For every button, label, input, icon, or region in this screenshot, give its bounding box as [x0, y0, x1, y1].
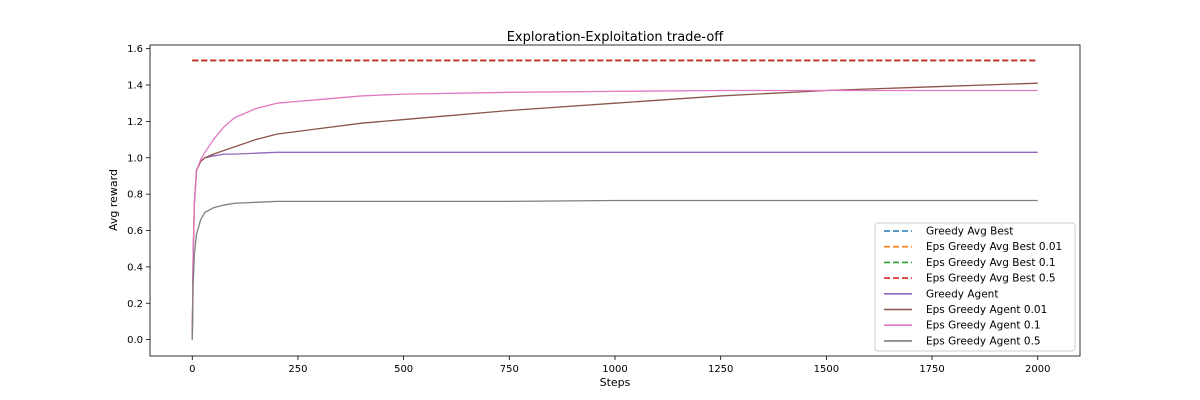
legend-label: Greedy Agent — [926, 288, 998, 300]
chart-title: Exploration-Exploitation trade-off — [507, 30, 725, 45]
y-tick-label: 1.6 — [127, 44, 143, 55]
y-tick-label: 0.6 — [127, 226, 143, 237]
legend-label: Eps Greedy Agent 0.5 — [926, 335, 1041, 347]
legend-label: Greedy Avg Best — [926, 226, 1013, 238]
x-tick-label: 1250 — [708, 364, 733, 375]
series-line-eps-greedy-agent-0-1 — [191, 89, 1038, 340]
legend-label: Eps Greedy Avg Best 0.5 — [926, 273, 1056, 285]
y-tick-label: 0.4 — [127, 262, 143, 273]
x-tick-label: 2000 — [1025, 364, 1050, 375]
x-tick-label: 750 — [500, 364, 519, 375]
y-tick-label: 0.0 — [127, 335, 143, 346]
legend: Greedy Avg Best Eps Greedy Avg Best 0.01 E… — [874, 222, 1076, 352]
x-tick-label: 1500 — [814, 364, 839, 375]
x-tick-label: 500 — [394, 364, 413, 375]
y-tick-label: 0.8 — [127, 190, 143, 201]
x-axis-label: Steps — [600, 376, 631, 389]
legend-label: Eps Greedy Avg Best 0.1 — [926, 257, 1056, 269]
series-line-eps-greedy-agent-0-5 — [191, 199, 1038, 340]
x-tick-label: 0 — [189, 364, 195, 375]
x-tick-label: 1000 — [602, 364, 627, 375]
legend-label: Eps Greedy Agent 0.1 — [926, 320, 1041, 332]
legend-label: Eps Greedy Agent 0.01 — [926, 304, 1047, 316]
x-axis-ticks: 0 250 500 750 1000 1250 1500 1750 2000 — [189, 356, 1050, 375]
x-tick-label: 250 — [288, 364, 307, 375]
plot-area — [191, 59, 1038, 340]
legend-label: Eps Greedy Avg Best 0.01 — [926, 241, 1062, 253]
y-tick-label: 1.0 — [127, 153, 143, 164]
y-tick-label: 1.2 — [127, 117, 143, 128]
axes-frame — [149, 44, 1081, 357]
legend-box — [874, 222, 1076, 352]
y-axis-ticks: 0.0 0.2 0.4 0.6 0.8 1.0 1.2 1.4 1.6 — [127, 44, 150, 346]
y-axis-label: Avg reward — [107, 169, 120, 231]
y-tick-label: 0.2 — [127, 299, 143, 310]
x-tick-label: 1750 — [919, 364, 944, 375]
y-tick-label: 1.4 — [127, 81, 143, 92]
